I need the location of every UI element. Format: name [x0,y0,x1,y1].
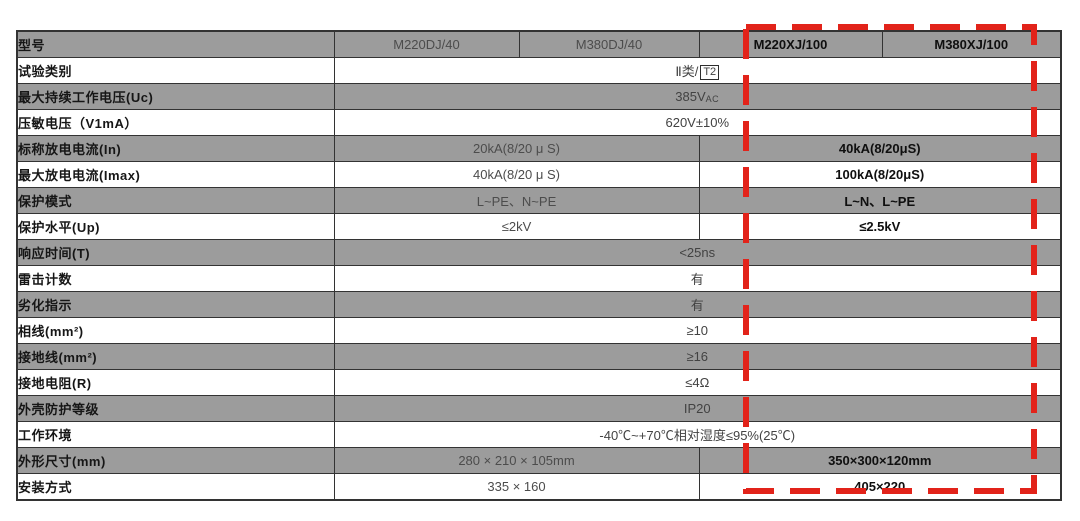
header-model-m380dj: M380DJ/40 [518,30,700,58]
value-cell-dj: ≤2kV [333,213,700,240]
row-label: 最大持续工作电压(Uc) [16,83,335,110]
table-row: 响应时间(T) <25ns [16,239,1062,266]
uc-value: 385V [675,89,706,104]
value-cell: <25ns [333,239,1062,266]
row-label: 外形尺寸(mm) [16,447,335,474]
table-row: 试验类别 Ⅱ类/T2 [16,57,1062,84]
table-row: 标称放电电流(In) 20kA(8/20 μ S) 40kA(8/20μS) [16,135,1062,162]
table-row: 外壳防护等级 IP20 [16,395,1062,422]
table-row: 雷击计数 有 [16,265,1062,292]
value-cell-dj: 40kA(8/20 μ S) [333,161,700,188]
table-row: 相线(mm²) ≥10 [16,317,1062,344]
table-row: 保护水平(Up) ≤2kV ≤2.5kV [16,213,1062,240]
row-label: 安装方式 [16,473,335,501]
row-label: 最大放电电流(Imax) [16,161,335,188]
table-row: 安装方式 335 × 160 405×220 [16,473,1062,501]
value-cell-dj: 280 × 210 × 105mm [333,447,700,474]
table-row: 保护模式 L~PE、N~PE L~N、L~PE [16,187,1062,214]
row-label: 劣化指示 [16,291,335,318]
header-label-model: 型号 [16,30,335,58]
value-cell-dj: 20kA(8/20 μ S) [333,135,700,162]
t2-badge: T2 [700,65,720,80]
row-label: 相线(mm²) [16,317,335,344]
value-cell: 有 [333,265,1062,292]
value-cell: -40℃~+70℃相对湿度≤95%(25℃) [333,421,1062,448]
value-cell: 有 [333,291,1062,318]
table-row: 劣化指示 有 [16,291,1062,318]
row-label: 响应时间(T) [16,239,335,266]
row-label: 试验类别 [16,57,335,84]
value-cell: ≥16 [333,343,1062,370]
row-label: 压敏电压（V1mA） [16,109,335,136]
value-cell: ≤4Ω [333,369,1062,396]
row-label: 接地电阻(R) [16,369,335,396]
value-cell-dj: 335 × 160 [333,473,700,501]
uc-ac-subscript: AC [705,94,720,104]
row-label: 工作环境 [16,421,335,448]
value-cell-xj: 405×220 [698,473,1062,501]
spec-table: 型号 M220DJ/40 M380DJ/40 M220XJ/100 M380XJ… [16,30,1062,501]
value-cell: Ⅱ类/T2 [333,57,1062,84]
value-cell-xj: 100kA(8/20μS) [698,161,1062,188]
value-cell-xj: ≤2.5kV [698,213,1062,240]
table-row: 最大放电电流(Imax) 40kA(8/20 μ S) 100kA(8/20μS… [16,161,1062,188]
row-label: 标称放电电流(In) [16,135,335,162]
value-cell: IP20 [333,395,1062,422]
table-row: 工作环境 -40℃~+70℃相对湿度≤95%(25℃) [16,421,1062,448]
row-label: 保护模式 [16,187,335,214]
table-header-row: 型号 M220DJ/40 M380DJ/40 M220XJ/100 M380XJ… [16,30,1062,58]
table-row: 接地电阻(R) ≤4Ω [16,369,1062,396]
table-row: 压敏电压（V1mA） 620V±10% [16,109,1062,136]
header-model-m220xj: M220XJ/100 [698,30,883,58]
test-class-text: Ⅱ类/ [675,64,699,79]
value-cell-xj: L~N、L~PE [698,187,1062,214]
row-label: 雷击计数 [16,265,335,292]
header-model-m220dj: M220DJ/40 [333,30,520,58]
row-label: 外壳防护等级 [16,395,335,422]
row-label: 保护水平(Up) [16,213,335,240]
table-row: 接地线(mm²) ≥16 [16,343,1062,370]
value-cell-dj: L~PE、N~PE [333,187,700,214]
value-cell-xj: 350×300×120mm [698,447,1062,474]
value-cell: 620V±10% [333,109,1062,136]
table-row: 外形尺寸(mm) 280 × 210 × 105mm 350×300×120mm [16,447,1062,474]
table-row: 最大持续工作电压(Uc) 385VAC [16,83,1062,110]
value-cell: ≥10 [333,317,1062,344]
value-cell: 385VAC [333,83,1062,110]
value-cell-xj: 40kA(8/20μS) [698,135,1062,162]
header-model-m380xj: M380XJ/100 [881,30,1062,58]
row-label: 接地线(mm²) [16,343,335,370]
